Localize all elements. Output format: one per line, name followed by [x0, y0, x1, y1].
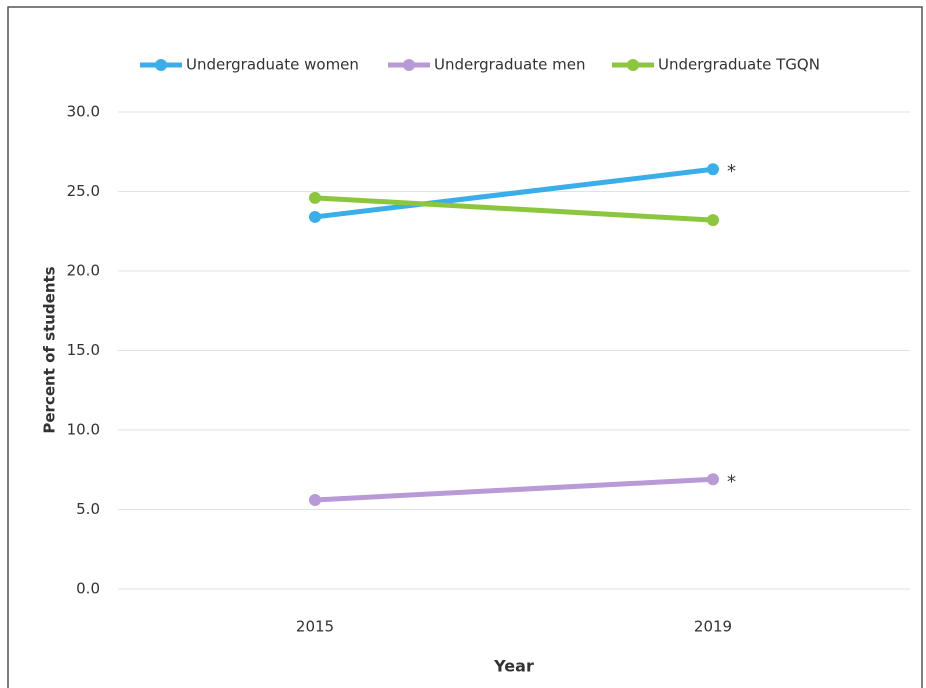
legend-label: Undergraduate women: [186, 56, 359, 74]
frame: [7, 6, 923, 688]
legend: Undergraduate women Undergraduate men Unde…: [140, 56, 820, 74]
legend-marker: [155, 59, 167, 71]
legend-label: Undergraduate TGQN: [658, 56, 820, 74]
y-tick-label: 5.0: [76, 500, 100, 518]
y-tick-label: 0.0: [76, 580, 100, 598]
series-line: [312, 195, 716, 223]
legend-marker: [627, 59, 639, 71]
x-axis-label: Year: [493, 657, 534, 676]
y-tick-label: 25.0: [67, 182, 100, 200]
point: [707, 473, 719, 486]
series-line: [312, 166, 716, 220]
y-tick-label: 10.0: [67, 421, 100, 439]
y-tick-label: 15.0: [67, 341, 100, 359]
legend-marker: [403, 59, 415, 71]
point: [309, 493, 321, 506]
point: [707, 214, 719, 227]
point: [309, 191, 321, 204]
y-axis-label: Percent of students: [41, 266, 59, 433]
point: [309, 210, 321, 223]
x-tick-label: 2019: [694, 618, 732, 636]
y-tick-label: 20.0: [67, 262, 100, 280]
series-line: [312, 476, 716, 503]
y-tick-label: 30.0: [67, 103, 100, 121]
x-tick-label: 2015: [296, 618, 334, 636]
legend-label: Undergraduate men: [434, 56, 585, 74]
annotation: *: [727, 471, 736, 492]
point: [707, 163, 719, 176]
annotation: *: [727, 161, 736, 182]
